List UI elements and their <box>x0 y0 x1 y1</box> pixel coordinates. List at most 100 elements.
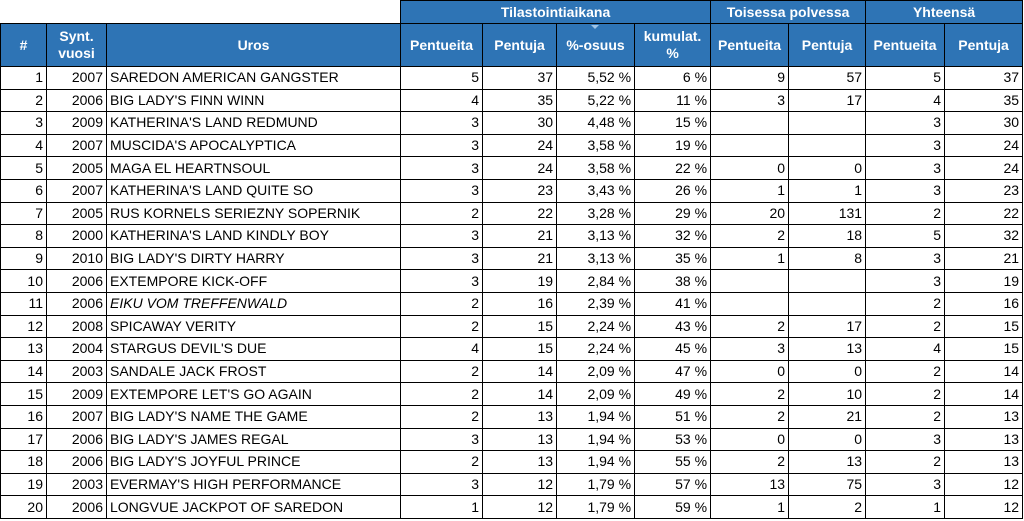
cell-cumulative[interactable]: 19 % <box>634 133 712 158</box>
cell-pups[interactable]: 23 <box>482 178 558 203</box>
cell-rank[interactable]: 11 <box>0 291 47 316</box>
cell-cumulative[interactable]: 29 % <box>634 201 712 226</box>
cell-rank[interactable]: 3 <box>0 111 47 135</box>
cell-birth-year[interactable]: 2009 <box>46 111 107 135</box>
cell-rank[interactable]: 20 <box>0 495 47 519</box>
cell-second-litters[interactable]: 2 <box>710 224 790 248</box>
cell-sire-name[interactable]: RUS KORNELS SERIEZNY SOPERNIK <box>105 201 402 226</box>
cell-second-pups[interactable]: 0 <box>788 156 867 180</box>
cell-share[interactable]: 3,58 % <box>556 133 636 158</box>
table-row[interactable]: 10 2006 EXTEMPORE KICK-OFF 3 19 2,84 % 38 % 3 19 <box>0 269 1024 293</box>
cell-second-pups[interactable]: 131 <box>788 201 867 226</box>
cell-pups[interactable]: 35 <box>482 88 558 113</box>
cell-sire-name[interactable]: EXTEMPORE KICK-OFF <box>105 269 402 293</box>
cell-total-litters[interactable]: 4 <box>865 337 946 361</box>
col-header-pups[interactable]: Pentuja <box>482 23 558 67</box>
cell-total-pups[interactable]: 13 <box>944 450 1024 474</box>
cell-second-litters[interactable]: 20 <box>710 201 790 226</box>
cell-second-litters[interactable]: 0 <box>710 156 790 180</box>
cell-second-pups[interactable]: 17 <box>788 88 867 113</box>
table-row[interactable]: 16 2007 BIG LADY'S NAME THE GAME 2 13 1,94 % 5… <box>0 404 1024 429</box>
cell-share[interactable]: 3,43 % <box>556 178 636 203</box>
cell-litters[interactable]: 3 <box>400 178 484 203</box>
cell-share[interactable]: 1,79 % <box>556 495 636 519</box>
cell-second-pups[interactable]: 0 <box>788 359 867 384</box>
cell-sire-name[interactable]: KATHERINA'S LAND QUITE SO <box>105 178 402 203</box>
cell-sire-name[interactable]: BIG LADY'S DIRTY HARRY <box>105 246 402 271</box>
cell-birth-year[interactable]: 2005 <box>46 156 107 180</box>
cell-cumulative[interactable]: 43 % <box>634 314 712 339</box>
cell-litters[interactable]: 4 <box>400 337 484 361</box>
cell-total-litters[interactable]: 5 <box>865 224 946 248</box>
cell-birth-year[interactable]: 2006 <box>46 450 107 474</box>
cell-rank[interactable]: 8 <box>0 224 47 248</box>
cell-litters[interactable]: 2 <box>400 201 484 226</box>
table-row[interactable]: 19 2003 EVERMAY'S HIGH PERFORMANCE 3 12 1,79 … <box>0 472 1024 497</box>
cell-total-litters[interactable]: 5 <box>865 66 946 90</box>
cell-sire-name[interactable]: KATHERINA'S LAND REDMUND <box>105 111 402 135</box>
cell-share[interactable]: 1,94 % <box>556 450 636 474</box>
cell-rank[interactable]: 7 <box>0 201 47 226</box>
cell-litters[interactable]: 2 <box>400 314 484 339</box>
cell-birth-year[interactable]: 2005 <box>46 201 107 226</box>
table-row[interactable]: 11 2006 EIKU VOM TREFFENWALD 2 16 2,39 % 41 % 2… <box>0 291 1024 316</box>
cell-sire-name[interactable]: EIKU VOM TREFFENWALD <box>105 291 402 316</box>
cell-birth-year[interactable]: 2007 <box>46 178 107 203</box>
cell-share[interactable]: 5,22 % <box>556 88 636 113</box>
cell-litters[interactable]: 2 <box>400 291 484 316</box>
table-row[interactable]: 18 2006 BIG LADY'S JOYFUL PRINCE 2 13 1,94 % 5… <box>0 450 1024 474</box>
cell-cumulative[interactable]: 32 % <box>634 224 712 248</box>
cell-second-litters[interactable]: 3 <box>710 88 790 113</box>
cell-total-pups[interactable]: 37 <box>944 66 1024 90</box>
cell-total-pups[interactable]: 12 <box>944 495 1024 519</box>
col-header-total-pups[interactable]: Pentuja <box>944 23 1024 67</box>
table-row[interactable]: 2 2006 BIG LADY'S FINN WINN 4 35 5,22 % 11 % 3 1… <box>0 88 1024 113</box>
cell-second-litters[interactable]: 9 <box>710 66 790 90</box>
cell-pups[interactable]: 24 <box>482 156 558 180</box>
table-row[interactable]: 15 2009 EXTEMPORE LET'S GO AGAIN 2 14 2,09 % 4… <box>0 382 1024 406</box>
cell-share[interactable]: 3,13 % <box>556 224 636 248</box>
cell-litters[interactable]: 2 <box>400 382 484 406</box>
cell-second-litters[interactable]: 1 <box>710 246 790 271</box>
cell-second-litters[interactable] <box>710 291 790 316</box>
cell-birth-year[interactable]: 2006 <box>46 269 107 293</box>
cell-litters[interactable]: 3 <box>400 133 484 158</box>
cell-rank[interactable]: 18 <box>0 450 47 474</box>
cell-second-litters[interactable]: 13 <box>710 472 790 497</box>
cell-pups[interactable]: 13 <box>482 427 558 452</box>
cell-cumulative[interactable]: 59 % <box>634 495 712 519</box>
cell-second-pups[interactable]: 13 <box>788 337 867 361</box>
cell-birth-year[interactable]: 2006 <box>46 88 107 113</box>
cell-second-litters[interactable]: 3 <box>710 337 790 361</box>
cell-rank[interactable]: 17 <box>0 427 47 452</box>
cell-litters[interactable]: 5 <box>400 66 484 90</box>
cell-total-pups[interactable]: 24 <box>944 156 1024 180</box>
cell-pups[interactable]: 21 <box>482 224 558 248</box>
cell-birth-year[interactable]: 2006 <box>46 495 107 519</box>
cell-sire-name[interactable]: BIG LADY'S JOYFUL PRINCE <box>105 450 402 474</box>
cell-rank[interactable]: 1 <box>0 66 47 90</box>
cell-second-litters[interactable]: 0 <box>710 427 790 452</box>
cell-second-pups[interactable]: 2 <box>788 495 867 519</box>
table-row[interactable]: 13 2004 STARGUS DEVIL'S DUE 4 15 2,24 % 45 % 3 1… <box>0 337 1024 361</box>
cell-pups[interactable]: 19 <box>482 269 558 293</box>
table-row[interactable]: 1 2007 SAREDON AMERICAN GANGSTER 5 37 5,52 % 6… <box>0 66 1024 90</box>
cell-cumulative[interactable]: 15 % <box>634 111 712 135</box>
cell-share[interactable]: 4,48 % <box>556 111 636 135</box>
cell-birth-year[interactable]: 2008 <box>46 314 107 339</box>
cell-second-pups[interactable]: 21 <box>788 404 867 429</box>
cell-second-pups[interactable]: 17 <box>788 314 867 339</box>
cell-total-pups[interactable]: 13 <box>944 404 1024 429</box>
cell-share[interactable]: 5,52 % <box>556 66 636 90</box>
cell-pups[interactable]: 37 <box>482 66 558 90</box>
cell-pups[interactable]: 30 <box>482 111 558 135</box>
cell-birth-year[interactable]: 2007 <box>46 133 107 158</box>
cell-sire-name[interactable]: STARGUS DEVIL'S DUE <box>105 337 402 361</box>
cell-birth-year[interactable]: 2003 <box>46 472 107 497</box>
cell-litters[interactable]: 2 <box>400 404 484 429</box>
cell-second-pups[interactable]: 57 <box>788 66 867 90</box>
cell-second-litters[interactable]: 0 <box>710 359 790 384</box>
cell-second-litters[interactable]: 2 <box>710 404 790 429</box>
cell-sire-name[interactable]: EVERMAY'S HIGH PERFORMANCE <box>105 472 402 497</box>
cell-second-litters[interactable]: 2 <box>710 314 790 339</box>
